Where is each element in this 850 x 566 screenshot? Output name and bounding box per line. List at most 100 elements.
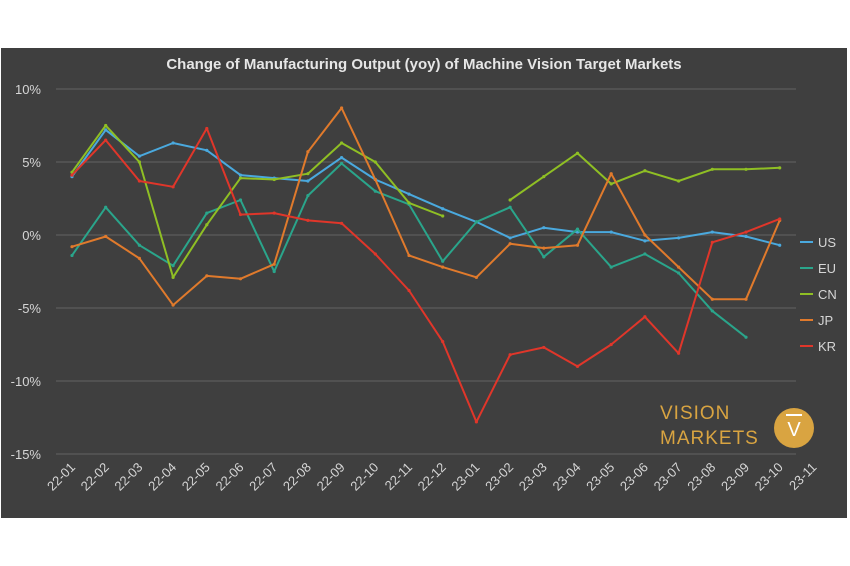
data-point xyxy=(542,255,546,259)
data-point xyxy=(542,175,546,179)
data-point xyxy=(677,179,681,183)
x-tick-label: 22-03 xyxy=(111,460,145,494)
data-point xyxy=(710,309,714,313)
series-kr xyxy=(70,126,782,424)
logo-text-line2: MARKETS xyxy=(660,428,759,449)
x-tick-label: 22-12 xyxy=(415,460,449,494)
data-point xyxy=(306,150,310,154)
data-point xyxy=(542,345,546,350)
vision-markets-logo: VISION MARKETS V xyxy=(660,403,814,449)
legend-label-jp: JP xyxy=(818,313,833,328)
data-point xyxy=(508,236,512,240)
y-axis-ticks: 10% 5% 0% -5% -10% -15% xyxy=(11,82,42,462)
data-point xyxy=(171,141,175,145)
x-tick-label: 22-01 xyxy=(44,460,78,494)
data-point xyxy=(373,160,377,164)
series-jp xyxy=(70,106,782,307)
data-point xyxy=(171,185,175,189)
data-point xyxy=(677,236,681,240)
data-point xyxy=(238,198,243,202)
logo-badge-icon xyxy=(774,408,814,448)
data-point xyxy=(306,193,310,198)
data-point xyxy=(508,198,512,202)
data-point xyxy=(744,335,748,339)
data-point xyxy=(542,246,546,250)
x-tick-label: 23-11 xyxy=(786,460,819,493)
series-line-jp xyxy=(71,107,781,307)
x-tick-label: 23-07 xyxy=(651,460,685,494)
data-point xyxy=(70,245,74,249)
series-line-us xyxy=(71,128,780,247)
data-point xyxy=(306,172,310,176)
data-point xyxy=(272,211,276,215)
data-point xyxy=(575,151,580,155)
data-point xyxy=(575,243,580,247)
logo-badge-letter: V xyxy=(787,419,801,441)
data-point xyxy=(778,243,782,247)
y-tick-label: 5% xyxy=(22,155,41,170)
logo-text-line1: VISION xyxy=(660,403,730,424)
x-tick-label: 23-05 xyxy=(583,460,617,494)
data-point xyxy=(306,179,310,183)
legend-label-eu: EU xyxy=(818,261,836,276)
data-point xyxy=(373,177,377,182)
data-point xyxy=(609,230,613,234)
data-point xyxy=(710,167,714,171)
data-point xyxy=(677,265,681,269)
x-tick-label: 23-06 xyxy=(617,460,651,494)
x-axis-ticks: 22-01 22-02 22-03 22-04 22-05 22-06 22-07 22-08… xyxy=(44,460,820,494)
data-point xyxy=(677,271,681,275)
data-point xyxy=(340,106,344,110)
data-point xyxy=(104,123,108,128)
series-eu xyxy=(70,161,748,339)
chart-panel: Change of Manufacturing Output (yoy) of … xyxy=(1,48,847,518)
data-point xyxy=(744,234,748,239)
data-point xyxy=(407,288,411,293)
data-point xyxy=(104,138,108,142)
y-tick-label: 0% xyxy=(22,228,41,243)
x-tick-label: 23-02 xyxy=(482,460,516,494)
data-point xyxy=(104,128,108,132)
data-point xyxy=(643,239,647,243)
data-point xyxy=(171,264,175,268)
data-point xyxy=(609,342,613,347)
data-point xyxy=(643,315,647,319)
data-point xyxy=(508,205,512,209)
data-point xyxy=(373,189,377,193)
data-point xyxy=(306,218,310,222)
data-point xyxy=(710,240,714,244)
y-tick-label: 10% xyxy=(15,82,41,97)
data-point xyxy=(744,297,748,301)
data-point xyxy=(137,179,141,183)
data-point xyxy=(677,351,681,355)
chart-title: Change of Manufacturing Output (yoy) of … xyxy=(166,56,681,73)
data-point xyxy=(508,242,512,246)
grid xyxy=(56,88,796,455)
x-tick-label: 23-01 xyxy=(448,460,482,494)
y-tick-label: -15% xyxy=(11,447,42,462)
data-point xyxy=(643,169,647,173)
data-point xyxy=(137,243,141,247)
data-point xyxy=(441,259,445,263)
data-point xyxy=(407,192,411,196)
data-point xyxy=(70,253,74,258)
series-line-kr xyxy=(71,127,781,423)
data-point xyxy=(137,154,141,158)
legend: US EU CN JP KR xyxy=(800,235,837,354)
data-point xyxy=(710,230,714,234)
data-point xyxy=(710,297,714,301)
data-point xyxy=(205,211,209,215)
data-point xyxy=(609,265,613,269)
y-tick-label: -10% xyxy=(11,374,42,389)
x-tick-label: 22-05 xyxy=(179,460,213,494)
data-point xyxy=(474,420,478,424)
legend-label-cn: CN xyxy=(818,287,837,302)
data-point xyxy=(272,262,276,266)
data-point xyxy=(474,275,478,279)
series-lines xyxy=(70,106,782,424)
x-tick-label: 22-04 xyxy=(145,460,179,494)
data-point xyxy=(340,161,344,166)
data-point xyxy=(272,177,276,182)
data-point xyxy=(340,156,344,160)
data-point xyxy=(441,214,445,218)
